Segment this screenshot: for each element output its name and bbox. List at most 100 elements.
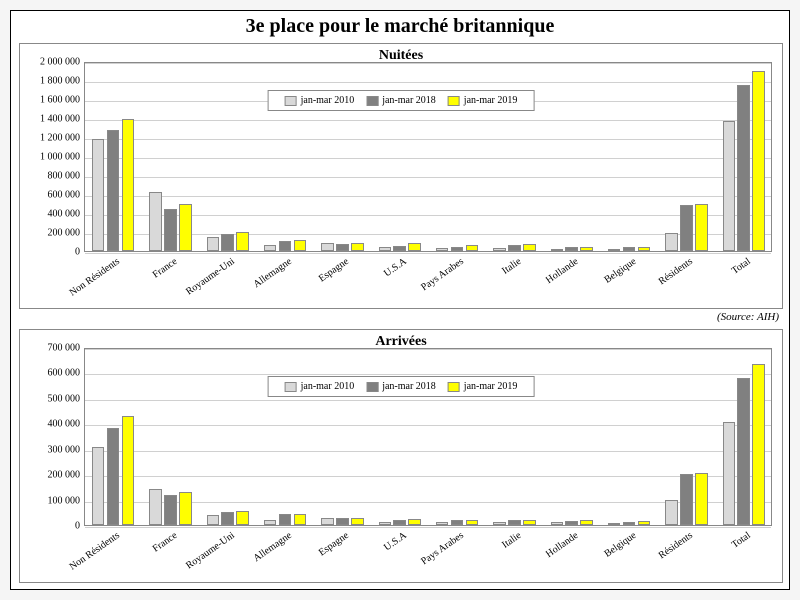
xtick-label: Résidents [645,530,695,570]
ytick-label: 600 000 [24,368,80,379]
gridline [85,63,771,64]
bar [580,247,593,251]
main-title: 3e place pour le marché britannique [11,11,789,40]
bar [294,514,307,525]
xtick-label: France [143,256,180,286]
bar [107,130,120,251]
bar [179,492,192,525]
ytick-label: 600 000 [24,190,80,201]
bar [264,245,277,251]
bar [207,515,220,525]
panel-nuitees: Nuitées jan-mar 2010jan-mar 2018jan-mar … [19,43,783,309]
xtick-label: Résidents [645,256,695,296]
bar [92,447,105,525]
bar [608,523,621,525]
bar [508,520,521,525]
bar [580,520,593,525]
bar [623,522,636,525]
xtick-label: Belgique [592,256,638,293]
legend-swatch [285,382,297,392]
plot-area-bottom [84,348,772,526]
bar [379,247,392,251]
gridline [85,425,771,426]
xtick-label: Italie [487,256,524,286]
bar [523,244,536,251]
ytick-label: 200 000 [24,470,80,481]
ytick-label: 300 000 [24,444,80,455]
xtick-label: Royaume-Uni [177,256,236,302]
bar [638,521,651,525]
bar [207,237,220,251]
bar [321,518,334,525]
bar [122,119,135,251]
bar [466,520,479,525]
bar [351,518,364,525]
bar [493,522,506,525]
bar [264,520,277,525]
bar [608,249,621,251]
ytick-label: 0 [24,247,80,258]
bar [523,520,536,525]
bar [294,240,307,251]
legend-label: jan-mar 2019 [464,381,518,392]
ytick-label: 1 600 000 [24,95,80,106]
ytick-label: 200 000 [24,228,80,239]
ytick-label: 100 000 [24,495,80,506]
bar [122,416,135,525]
xtick-label: Pays Arabes [407,256,466,302]
legend-item: jan-mar 2019 [448,95,518,106]
legend-top: jan-mar 2010 jan-mar 2018 jan-mar 2019 [268,90,535,111]
legend-bottom: jan-mar 2010jan-mar 2018jan-mar 2019 [268,376,535,397]
bar [279,514,292,525]
xtick-label: Allemagne [244,256,294,296]
bar [752,71,765,251]
xtick-label: Belgique [592,530,638,567]
gridline [85,349,771,350]
source-text: (Source: AIH) [717,311,779,323]
bar [92,139,105,251]
bar [408,243,421,251]
bar [451,520,464,525]
xtick-label: Espagne [310,530,351,563]
bar [436,522,449,525]
legend-swatch [285,96,297,106]
ytick-label: 2 000 000 [24,57,80,68]
gridline [85,527,771,528]
bar [752,364,765,525]
bar [149,192,162,251]
legend-item: jan-mar 2010 [285,381,355,392]
ytick-label: 1 400 000 [24,114,80,125]
legend-swatch [448,96,460,106]
legend-label: jan-mar 2010 [301,381,355,392]
bar [565,247,578,251]
legend-label: jan-mar 2010 [301,95,355,106]
gridline [85,177,771,178]
bar [638,247,651,251]
xtick-label: Italie [487,530,524,560]
bar [236,511,249,525]
gridline [85,82,771,83]
gridline [85,476,771,477]
bar [623,247,636,251]
legend-item: jan-mar 2018 [366,95,436,106]
bar [565,521,578,525]
gridline [85,196,771,197]
bar [737,85,750,251]
ytick-label: 1 000 000 [24,152,80,163]
bar [680,474,693,525]
bar [723,422,736,525]
ytick-label: 400 000 [24,419,80,430]
legend-swatch [366,382,378,392]
legend-swatch [448,382,460,392]
legend-item: jan-mar 2019 [448,381,518,392]
ytick-label: 500 000 [24,393,80,404]
bar [466,245,479,251]
gridline [85,451,771,452]
ytick-label: 800 000 [24,171,80,182]
xtick-label: Non Résidents [54,530,122,582]
bar [408,519,421,525]
bar [107,428,120,525]
bar [695,473,708,525]
ytick-label: 400 000 [24,209,80,220]
xtick-label: Total [720,530,752,557]
